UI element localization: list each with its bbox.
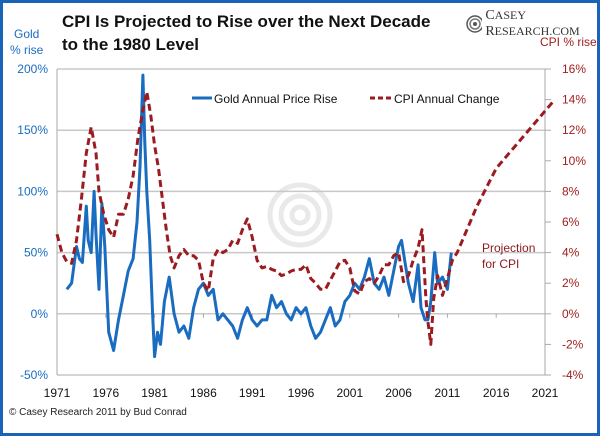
left-tick-label: 50% [24,246,48,260]
brand-text-r: R [485,24,495,39]
casey-logo-icon [466,15,483,33]
left-tick-label: -50% [20,368,48,382]
brand-text-c: C [485,8,495,23]
watermark-logo [267,182,333,248]
brand-text-a: ASEY [494,8,526,22]
left-axis-label-line2: % rise [10,43,44,57]
legend-cpi-label: CPI Annual Change [394,92,500,106]
left-axis-label: Gold % rise [10,26,43,58]
chart-title: CPI Is Projected to Rise over the Next D… [62,12,431,54]
x-tick-label: 2021 [532,386,559,400]
x-tick-label: 1976 [92,386,119,400]
gold-series-line [65,73,453,359]
legend-gold-label: Gold Annual Price Rise [214,92,338,106]
projection-annotation-line1: Projection [482,241,535,255]
x-tick-label: 2006 [385,386,412,400]
footer-credit: © Casey Research 2011 by Bud Conrad [9,407,187,418]
right-axis-label: CPI % rise [540,35,597,49]
left-tick-label: 200% [17,62,48,76]
left-axis-label-line1: Gold [13,27,40,41]
legend: Gold Annual Price Rise CPI Annual Change [192,92,500,106]
right-tick-label: -4% [562,368,584,382]
x-tick-label: 1981 [141,386,168,400]
left-tick-label: 150% [17,123,48,137]
right-tick-label: 0% [562,307,580,321]
right-tick-label: 10% [562,154,586,168]
left-tick-label: 100% [17,184,48,198]
right-tick-label: 12% [562,123,586,137]
right-tick-label: -2% [562,337,584,351]
cpi-series-line [55,90,556,346]
x-tick-label: 1986 [190,386,217,400]
x-tick-label: 1991 [239,386,266,400]
brand-text-b: ESEARCH.COM [494,24,580,38]
x-tick-label: 2011 [434,386,460,400]
brand-logo: CASEY RESEARCH.COM [464,8,600,40]
right-tick-label: 2% [562,276,580,290]
left-tick-label: 0% [31,307,49,321]
x-tick-label: 1971 [44,386,71,400]
x-tick-label: 1996 [288,386,315,400]
projection-annotation: Projection for CPI [482,241,535,271]
right-tick-label: 6% [562,215,580,229]
right-tick-label: 4% [562,246,580,260]
right-tick-label: 14% [562,93,586,107]
right-tick-label: 16% [562,62,586,76]
x-tick-label: 2016 [483,386,510,400]
x-tick-label: 2001 [336,386,363,400]
right-tick-label: 8% [562,184,580,198]
projection-annotation-line2: for CPI [482,257,519,271]
